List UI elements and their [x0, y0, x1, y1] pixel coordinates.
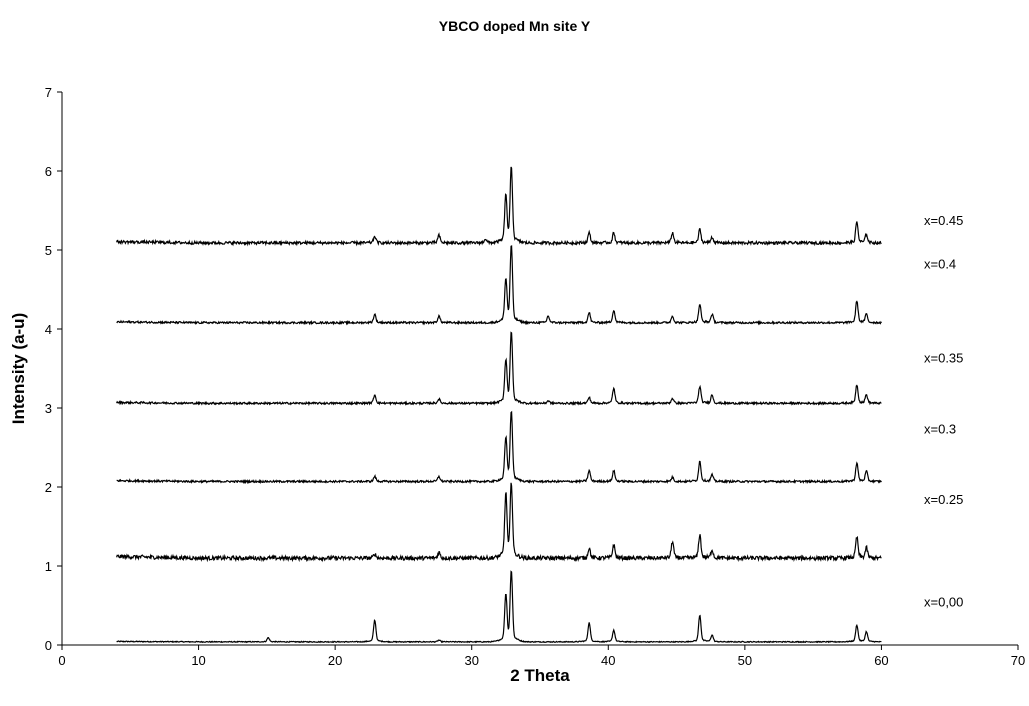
x-tick-label: 0 [58, 653, 65, 668]
series-label: x=0,00 [924, 595, 963, 610]
y-tick-label: 3 [45, 401, 52, 416]
series-labels: x=0,00 x=0.25 x=0.3 x=0.35 x=0.4 x=0.45 [924, 213, 963, 610]
y-tick-label: 5 [45, 243, 52, 258]
y-ticks: 0 1 2 3 4 5 6 7 [45, 85, 62, 653]
y-tick-label: 7 [45, 85, 52, 100]
series-label: x=0.4 [924, 256, 956, 271]
x-ticks: 0 10 20 30 40 50 60 70 [58, 645, 1025, 668]
series-label: x=0.45 [924, 213, 963, 228]
x-tick-label: 20 [328, 653, 342, 668]
series-layer [116, 166, 882, 644]
series-label: x=0.25 [924, 492, 963, 507]
y-tick-label: 1 [45, 559, 52, 574]
y-tick-label: 2 [45, 480, 52, 495]
series-line-3 [116, 331, 882, 407]
y-tick-label: 6 [45, 164, 52, 179]
series-line-2 [116, 410, 882, 485]
y-tick-label: 0 [45, 638, 52, 653]
x-tick-label: 30 [464, 653, 478, 668]
series-label: x=0.3 [924, 422, 956, 437]
y-tick-label: 4 [45, 322, 52, 337]
chart-title: YBCO doped Mn site Y [438, 18, 591, 34]
axes-layer [61, 92, 1018, 646]
x-tick-label: 70 [1011, 653, 1025, 668]
x-tick-label: 10 [191, 653, 205, 668]
x-tick-label: 60 [874, 653, 888, 668]
series-label: x=0.35 [924, 350, 963, 365]
x-axis-title: 2 Theta [510, 666, 570, 685]
y-axis-title: Intensity (a-u) [9, 313, 28, 424]
x-tick-label: 50 [738, 653, 752, 668]
x-tick-label: 40 [601, 653, 615, 668]
series-line-5 [116, 166, 882, 247]
series-line-4 [116, 245, 882, 326]
series-line-0 [116, 570, 882, 644]
series-line-1 [116, 482, 882, 563]
